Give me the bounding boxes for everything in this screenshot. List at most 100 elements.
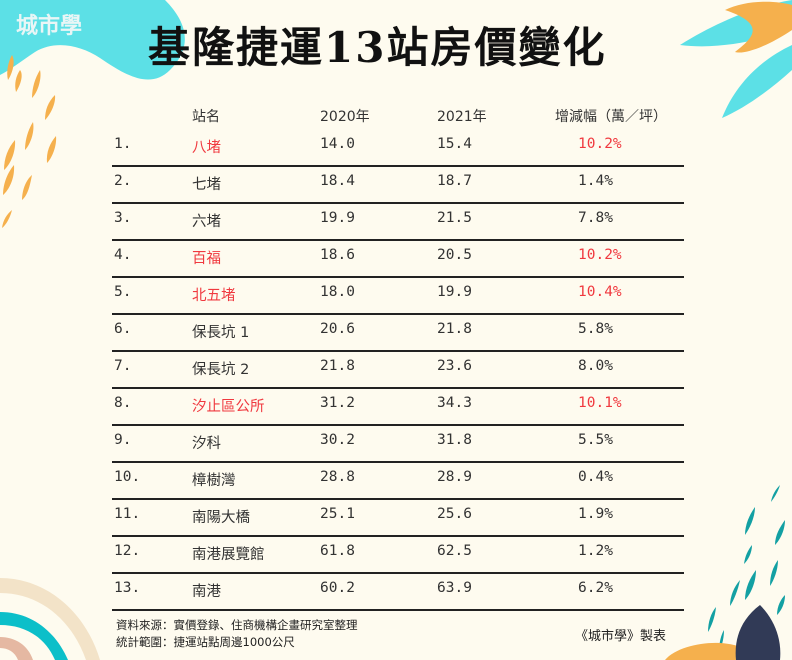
row-index: 2. xyxy=(114,173,132,189)
row-change: 10.4% xyxy=(578,284,622,300)
table-row: 2. 七堵 18.4 18.7 1.4% xyxy=(112,167,684,204)
footer-notes: 資料來源：實價登錄、住商機構企畫研究室整理 統計範圍：捷運站點周邊1000公尺 xyxy=(116,617,358,651)
row-change: 10.1% xyxy=(578,395,622,411)
orange-hill-shape xyxy=(665,642,760,660)
cyan-leaf-upper xyxy=(680,0,792,47)
teal-strokes xyxy=(708,485,785,652)
row-change: 1.4% xyxy=(578,173,613,189)
cyan-arc xyxy=(0,612,68,660)
row-2020-price: 25.1 xyxy=(320,506,355,522)
row-2021-price: 15.4 xyxy=(437,136,472,152)
table-row: 4. 百福 18.6 20.5 10.2% xyxy=(112,241,684,278)
row-station: 南港 xyxy=(192,584,221,600)
row-2020-price: 21.8 xyxy=(320,358,355,374)
cyan-leaf-lower xyxy=(722,45,792,118)
row-index: 11. xyxy=(114,506,141,522)
table-row: 7. 保長坑 2 21.8 23.6 8.0% xyxy=(112,352,684,389)
row-station: 八堵 xyxy=(192,140,221,156)
row-change: 5.5% xyxy=(578,432,613,448)
row-2020-price: 14.0 xyxy=(320,136,355,152)
source-note: 資料來源：實價登錄、住商機構企畫研究室整理 xyxy=(116,618,358,632)
row-index: 8. xyxy=(114,395,132,411)
row-change: 5.8% xyxy=(578,321,613,337)
page-title: 基隆捷運13站房價變化 xyxy=(148,23,607,72)
table-row: 1. 八堵 14.0 15.4 10.2% xyxy=(112,130,684,167)
brand-logo: 城市學 xyxy=(16,13,83,39)
row-2021-price: 62.5 xyxy=(437,543,472,559)
row-2021-price: 63.9 xyxy=(437,580,472,596)
row-index: 6. xyxy=(114,321,132,337)
row-station: 南港展覽館 xyxy=(192,547,265,563)
row-index: 13. xyxy=(114,580,141,596)
row-2021-price: 28.9 xyxy=(437,469,472,485)
header-2021: 2021年 xyxy=(437,109,487,125)
row-station: 樟樹灣 xyxy=(192,473,236,489)
header-2020: 2020年 xyxy=(320,109,370,125)
row-2021-price: 23.6 xyxy=(437,358,472,374)
row-2020-price: 18.6 xyxy=(320,247,355,263)
table-row: 8. 汐止區公所 31.2 34.3 10.1% xyxy=(112,389,684,426)
row-change: 1.2% xyxy=(578,543,613,559)
header-station: 站名 xyxy=(192,109,220,125)
row-2020-price: 18.0 xyxy=(320,284,355,300)
row-2021-price: 21.8 xyxy=(437,321,472,337)
row-station: 汐科 xyxy=(192,436,221,452)
row-index: 7. xyxy=(114,358,132,374)
row-2021-price: 21.5 xyxy=(437,210,472,226)
row-2021-price: 31.8 xyxy=(437,432,472,448)
row-change: 10.2% xyxy=(578,247,622,263)
row-change: 0.4% xyxy=(578,469,613,485)
row-station: 南陽大橋 xyxy=(192,510,250,526)
header-change: 增減幅（萬／坪） xyxy=(555,109,667,125)
table-row: 3. 六堵 19.9 21.5 7.8% xyxy=(112,204,684,241)
row-index: 10. xyxy=(114,469,141,485)
row-station: 北五堵 xyxy=(192,288,236,304)
row-index: 9. xyxy=(114,432,132,448)
row-2020-price: 18.4 xyxy=(320,173,355,189)
scope-note: 統計範圍：捷運站點周邊1000公尺 xyxy=(116,635,295,649)
table-row: 13. 南港 60.2 63.9 6.2% xyxy=(112,574,684,611)
orange-leaf xyxy=(725,1,792,53)
row-change: 1.9% xyxy=(578,506,613,522)
row-index: 12. xyxy=(114,543,141,559)
row-station: 保長坑 1 xyxy=(192,325,250,341)
navy-petal-shape xyxy=(735,605,781,660)
row-2021-price: 20.5 xyxy=(437,247,472,263)
table-row: 12. 南港展覽館 61.8 62.5 1.2% xyxy=(112,537,684,574)
price-table: 站名 2020年 2021年 增減幅（萬／坪） 1. 八堵 14.0 15.4 10.2… xyxy=(112,100,684,611)
table-header: 站名 2020年 2021年 增減幅（萬／坪） xyxy=(112,100,684,130)
credit-note: 《城市學》製表 xyxy=(575,629,667,644)
row-index: 4. xyxy=(114,247,132,263)
table-row: 6. 保長坑 1 20.6 21.8 5.8% xyxy=(112,315,684,352)
table-body: 1. 八堵 14.0 15.4 10.2% 2. 七堵 18.4 18.7 1.4% 3. 六堵 19.… xyxy=(112,130,684,611)
orange-strokes xyxy=(2,55,57,228)
row-change: 7.8% xyxy=(578,210,613,226)
row-2021-price: 18.7 xyxy=(437,173,472,189)
row-station: 七堵 xyxy=(192,177,221,193)
row-station: 汐止區公所 xyxy=(192,399,265,415)
row-2021-price: 25.6 xyxy=(437,506,472,522)
row-2020-price: 61.8 xyxy=(320,543,355,559)
row-2020-price: 30.2 xyxy=(320,432,355,448)
row-index: 1. xyxy=(114,136,132,152)
pink-arc xyxy=(0,637,33,660)
beige-arc xyxy=(0,578,100,660)
row-2020-price: 19.9 xyxy=(320,210,355,226)
row-2021-price: 19.9 xyxy=(437,284,472,300)
row-change: 6.2% xyxy=(578,580,613,596)
table-row: 9. 汐科 30.2 31.8 5.5% xyxy=(112,426,684,463)
row-2020-price: 60.2 xyxy=(320,580,355,596)
row-station: 六堵 xyxy=(192,214,221,230)
row-change: 10.2% xyxy=(578,136,622,152)
table-row: 10. 樟樹灣 28.8 28.9 0.4% xyxy=(112,463,684,500)
row-2020-price: 28.8 xyxy=(320,469,355,485)
row-station: 保長坑 2 xyxy=(192,362,250,378)
row-change: 8.0% xyxy=(578,358,613,374)
table-row: 11. 南陽大橋 25.1 25.6 1.9% xyxy=(112,500,684,537)
row-2020-price: 31.2 xyxy=(320,395,355,411)
row-2021-price: 34.3 xyxy=(437,395,472,411)
row-index: 5. xyxy=(114,284,132,300)
table-row: 5. 北五堵 18.0 19.9 10.4% xyxy=(112,278,684,315)
row-index: 3. xyxy=(114,210,132,226)
row-2020-price: 20.6 xyxy=(320,321,355,337)
